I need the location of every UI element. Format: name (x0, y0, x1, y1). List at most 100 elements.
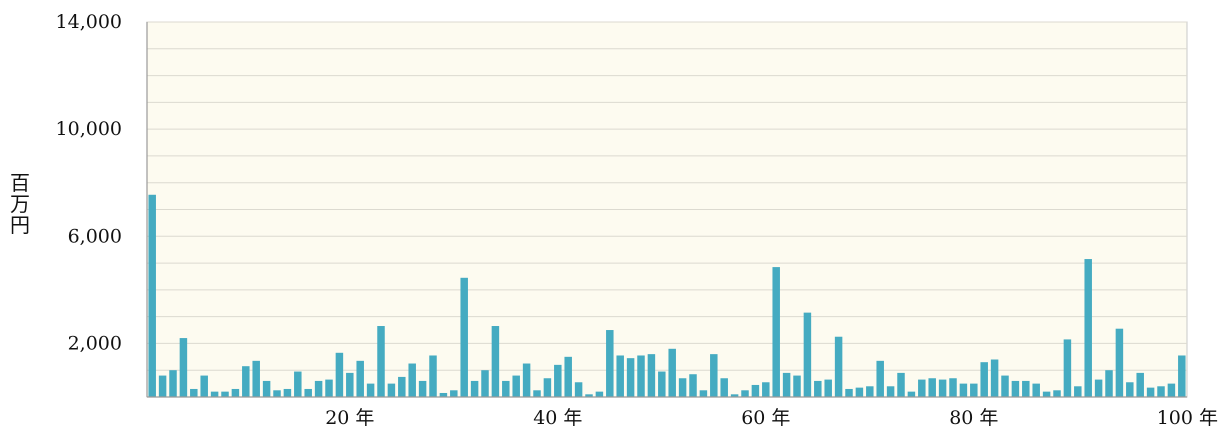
bar (730, 394, 739, 397)
bar (512, 375, 520, 397)
bar (595, 391, 604, 397)
bar (949, 378, 957, 397)
bar (959, 383, 968, 397)
bar (1063, 339, 1072, 397)
x-tick-label: 60 年 (741, 407, 790, 429)
bar (762, 382, 770, 397)
bar (231, 388, 240, 397)
bar (179, 338, 188, 397)
bar (803, 312, 812, 398)
y-axis-label-char: 万 (10, 192, 30, 216)
bar (408, 363, 416, 397)
x-tick-label: 40 年 (533, 407, 582, 429)
x-tick-labels: 20 年 40 年 60 年 80 年 100 年 (325, 407, 1218, 429)
bar (356, 360, 364, 397)
bar (606, 330, 614, 397)
y-tick-label: 2,000 (68, 332, 122, 354)
bar (262, 380, 271, 397)
x-tick-label: 80 年 (949, 407, 998, 429)
bar (824, 379, 832, 397)
bar (158, 375, 167, 397)
bar (970, 383, 978, 397)
bar (460, 277, 468, 397)
bar (1178, 355, 1186, 397)
bar (637, 355, 645, 397)
bar (699, 390, 708, 397)
bar (1146, 387, 1155, 398)
bar (1022, 380, 1030, 397)
bar (980, 362, 988, 397)
bar (1105, 370, 1113, 397)
bar (377, 326, 385, 397)
bar (626, 358, 635, 397)
bar (585, 394, 593, 397)
bar (772, 267, 780, 397)
bar (387, 383, 396, 397)
bar (1084, 259, 1092, 397)
bar (210, 391, 219, 397)
bar (855, 387, 864, 398)
bar (1074, 386, 1082, 397)
bar (491, 326, 500, 397)
bar (1011, 380, 1020, 397)
bar (450, 390, 458, 397)
bar (1032, 383, 1040, 397)
bar (845, 388, 853, 397)
bar (252, 360, 260, 397)
bar (481, 370, 489, 397)
bar (741, 390, 749, 397)
bar (814, 380, 822, 397)
bar (876, 360, 884, 397)
bar (907, 391, 916, 397)
bar (574, 382, 583, 397)
bar (294, 371, 302, 397)
bar (439, 392, 448, 397)
y-axis-label-char: 円 (10, 213, 30, 237)
bar (1001, 375, 1009, 397)
x-tick-label: 20 年 (325, 407, 374, 429)
bar (1115, 328, 1124, 397)
bar (1157, 386, 1165, 397)
bar (689, 374, 697, 397)
bar (325, 379, 333, 397)
y-tick-labels: 2,000 6,000 10,000 14,000 (56, 11, 122, 354)
bar (918, 379, 926, 397)
bar (834, 336, 843, 397)
bar (346, 372, 354, 397)
bar (564, 356, 572, 397)
bar (200, 375, 208, 397)
x-tick-label: 100 年 (1157, 407, 1218, 429)
bar (543, 378, 552, 397)
bars (148, 194, 1186, 398)
bar (928, 378, 936, 397)
bar (533, 390, 541, 397)
bar (273, 390, 281, 397)
gridlines (147, 21, 1187, 371)
bar (418, 380, 427, 397)
bar (190, 388, 198, 397)
y-tick-label: 14,000 (56, 11, 122, 33)
bar (221, 391, 229, 397)
bar (793, 375, 801, 397)
bar (616, 355, 624, 397)
y-tick-label: 10,000 (56, 118, 122, 140)
bar (366, 383, 375, 397)
bar (1167, 383, 1176, 397)
bar (335, 352, 344, 397)
y-axis-label-char: 百 (10, 171, 30, 195)
bar (429, 355, 437, 397)
bar (169, 370, 177, 397)
bar (782, 372, 791, 397)
bar (938, 379, 947, 397)
y-axis-label: 百万円 (10, 171, 30, 237)
bar (304, 388, 312, 397)
bar (1053, 390, 1061, 397)
bar (242, 366, 250, 397)
bar (647, 354, 656, 397)
bar (866, 386, 874, 397)
bar (678, 378, 687, 397)
bar (668, 348, 676, 397)
bar (1042, 391, 1051, 397)
bar (751, 384, 760, 397)
bar (470, 380, 479, 397)
